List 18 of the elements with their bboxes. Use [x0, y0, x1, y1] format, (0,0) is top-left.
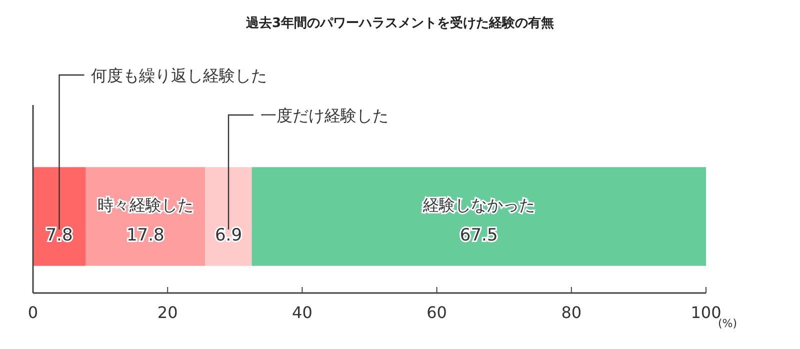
x-tick-label: 20: [157, 303, 178, 322]
x-tick-label: 80: [561, 303, 582, 322]
bar: [33, 167, 86, 266]
data-label: 67.5: [460, 226, 498, 246]
x-tick-label: 40: [292, 303, 312, 322]
series-label: 時々経験した: [97, 196, 194, 214]
bar: [205, 167, 252, 266]
x-tick-label: 60: [426, 303, 447, 322]
bar: [252, 167, 706, 266]
text: 何度も繰り返し経験した: [91, 66, 268, 85]
data-label: 17.8: [126, 226, 164, 246]
x-tick-label: 0: [28, 303, 38, 322]
data-label: 6.9: [214, 226, 242, 246]
data-label: 7.8: [46, 226, 73, 246]
chart-title: 過去3年間のパワーハラスメントを受けた経験の有無: [244, 15, 554, 31]
x-axis-title: (%): [718, 317, 738, 330]
series-label: 経験しなかった: [422, 196, 535, 214]
text: 一度だけ経験した: [260, 106, 389, 125]
